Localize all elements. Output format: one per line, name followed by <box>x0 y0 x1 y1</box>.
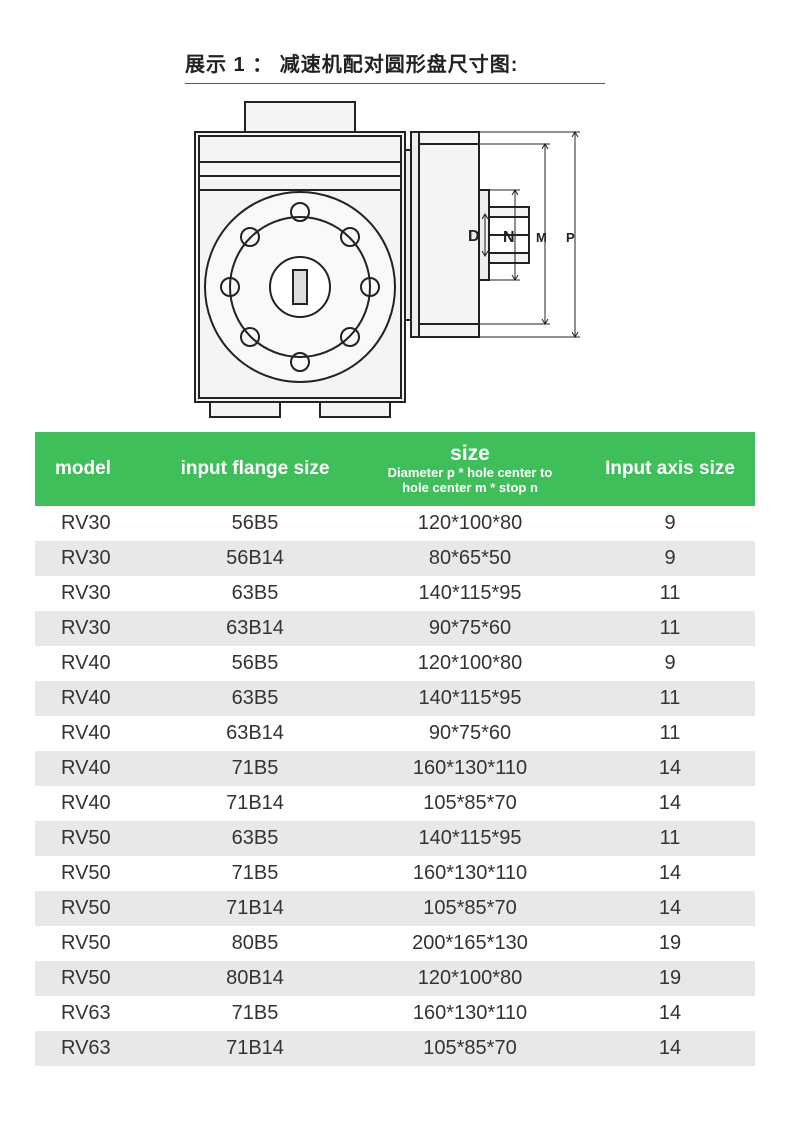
table-row: RV3063B1490*75*6011 <box>35 611 755 646</box>
cell-flange: 71B5 <box>155 856 355 891</box>
cell-axis: 11 <box>585 716 755 751</box>
dim-label-d: D <box>468 228 480 245</box>
cell-flange: 71B5 <box>155 751 355 786</box>
cell-flange: 63B14 <box>155 716 355 751</box>
cell-flange: 80B14 <box>155 961 355 996</box>
cell-model: RV30 <box>35 541 155 576</box>
table-header-row: model input flange size size Diameter p … <box>35 432 755 506</box>
table-row: RV3063B5140*115*9511 <box>35 576 755 611</box>
dim-label-p: P <box>566 230 575 245</box>
cell-axis: 14 <box>585 891 755 926</box>
col-header-size-main: size <box>361 442 579 466</box>
cell-model: RV50 <box>35 961 155 996</box>
cell-model: RV50 <box>35 891 155 926</box>
cell-model: RV30 <box>35 576 155 611</box>
cell-flange: 63B5 <box>155 821 355 856</box>
table-row: RV3056B1480*65*509 <box>35 541 755 576</box>
cell-model: RV40 <box>35 751 155 786</box>
cell-model: RV40 <box>35 786 155 821</box>
cell-size: 200*165*130 <box>355 926 585 961</box>
cell-model: RV50 <box>35 926 155 961</box>
cell-flange: 71B14 <box>155 891 355 926</box>
table-row: RV5080B14120*100*8019 <box>35 961 755 996</box>
cell-axis: 19 <box>585 926 755 961</box>
cell-model: RV63 <box>35 996 155 1031</box>
cell-flange: 80B5 <box>155 926 355 961</box>
cell-size: 160*130*110 <box>355 856 585 891</box>
col-header-model: model <box>35 432 155 506</box>
table-row: RV5080B5200*165*13019 <box>35 926 755 961</box>
cell-flange: 63B5 <box>155 681 355 716</box>
table-row: RV6371B14105*85*7014 <box>35 1031 755 1066</box>
table-row: RV4071B14105*85*7014 <box>35 786 755 821</box>
cell-axis: 11 <box>585 821 755 856</box>
cell-axis: 19 <box>585 961 755 996</box>
cell-flange: 56B5 <box>155 506 355 541</box>
col-header-flange: input flange size <box>155 432 355 506</box>
cell-axis: 11 <box>585 681 755 716</box>
col-header-size-sub1: Diameter p * hole center to <box>361 466 579 481</box>
cell-size: 90*75*60 <box>355 611 585 646</box>
cell-size: 140*115*95 <box>355 576 585 611</box>
cell-flange: 71B14 <box>155 1031 355 1066</box>
cell-axis: 14 <box>585 996 755 1031</box>
cell-axis: 14 <box>585 786 755 821</box>
table-row: RV5063B5140*115*9511 <box>35 821 755 856</box>
col-header-size-sub2: hole center m * stop n <box>361 481 579 496</box>
cell-flange: 71B14 <box>155 786 355 821</box>
cell-model: RV50 <box>35 856 155 891</box>
cell-size: 120*100*80 <box>355 961 585 996</box>
cell-model: RV30 <box>35 611 155 646</box>
cell-size: 140*115*95 <box>355 681 585 716</box>
cell-model: RV40 <box>35 681 155 716</box>
cell-flange: 63B5 <box>155 576 355 611</box>
cell-axis: 9 <box>585 506 755 541</box>
cell-axis: 9 <box>585 541 755 576</box>
table-row: RV4063B5140*115*9511 <box>35 681 755 716</box>
table-row: RV6371B5160*130*11014 <box>35 996 755 1031</box>
table-row: RV5071B5160*130*11014 <box>35 856 755 891</box>
dim-label-n: N <box>503 229 515 246</box>
cell-model: RV30 <box>35 506 155 541</box>
cell-flange: 71B5 <box>155 996 355 1031</box>
table-row: RV5071B14105*85*7014 <box>35 891 755 926</box>
cell-flange: 56B5 <box>155 646 355 681</box>
cell-size: 140*115*95 <box>355 821 585 856</box>
table-row: RV3056B5120*100*809 <box>35 506 755 541</box>
cell-axis: 14 <box>585 751 755 786</box>
cell-size: 105*85*70 <box>355 1031 585 1066</box>
col-header-axis: Input axis size <box>585 432 755 506</box>
cell-size: 160*130*110 <box>355 751 585 786</box>
cell-size: 160*130*110 <box>355 996 585 1031</box>
gearbox-diagram: D N M P <box>185 92 605 422</box>
table-row: RV4056B5120*100*809 <box>35 646 755 681</box>
cell-flange: 63B14 <box>155 611 355 646</box>
cell-axis: 11 <box>585 576 755 611</box>
cell-axis: 14 <box>585 1031 755 1066</box>
cell-size: 105*85*70 <box>355 891 585 926</box>
cell-size: 120*100*80 <box>355 646 585 681</box>
dimensions-table: model input flange size size Diameter p … <box>35 432 755 1066</box>
cell-model: RV40 <box>35 646 155 681</box>
col-header-size: size Diameter p * hole center to hole ce… <box>355 432 585 506</box>
cell-flange: 56B14 <box>155 541 355 576</box>
cell-axis: 9 <box>585 646 755 681</box>
table-row: RV4063B1490*75*6011 <box>35 716 755 751</box>
cell-model: RV63 <box>35 1031 155 1066</box>
cell-size: 80*65*50 <box>355 541 585 576</box>
cell-axis: 14 <box>585 856 755 891</box>
cell-model: RV40 <box>35 716 155 751</box>
page-title: 展示 1 ： 减速机配对圆形盘尺寸图: <box>185 48 605 84</box>
cell-model: RV50 <box>35 821 155 856</box>
table-row: RV4071B5160*130*11014 <box>35 751 755 786</box>
cell-size: 105*85*70 <box>355 786 585 821</box>
cell-size: 120*100*80 <box>355 506 585 541</box>
cell-size: 90*75*60 <box>355 716 585 751</box>
dim-label-m: M <box>536 230 547 245</box>
cell-axis: 11 <box>585 611 755 646</box>
